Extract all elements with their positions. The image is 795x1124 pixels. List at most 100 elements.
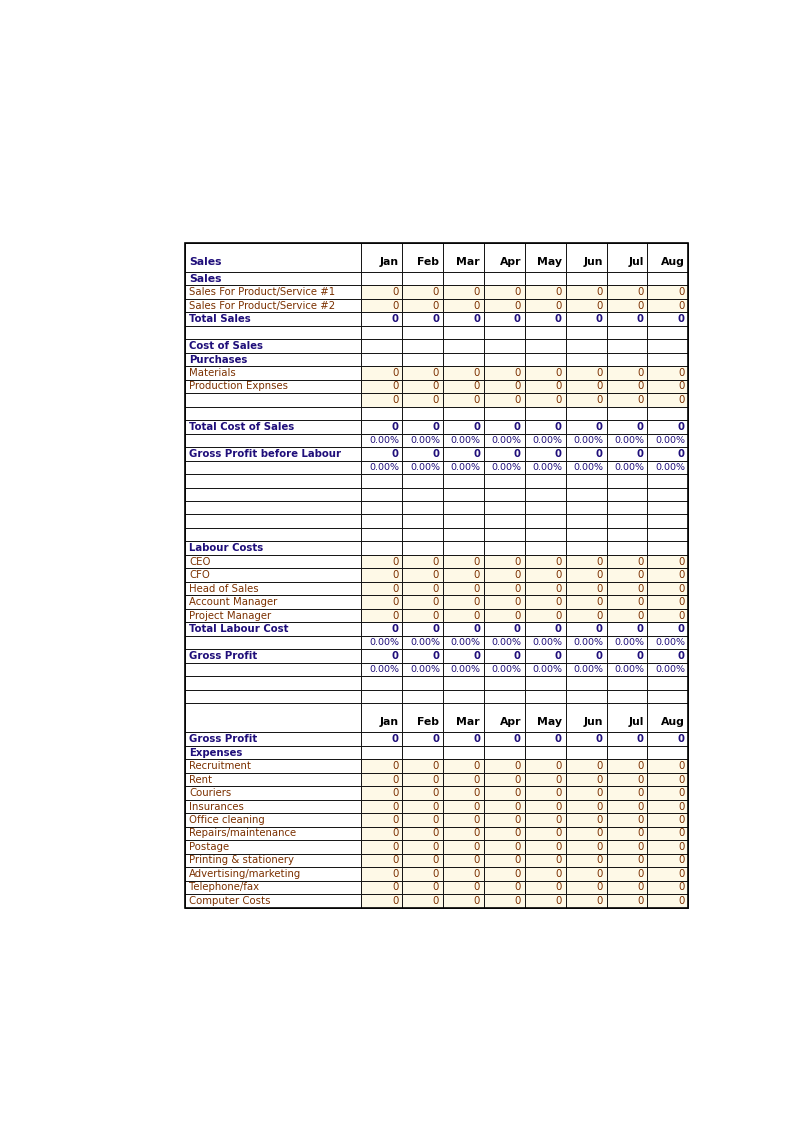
Text: Printing & stationery: Printing & stationery bbox=[189, 855, 294, 865]
Bar bbox=[484, 461, 525, 474]
Text: 0: 0 bbox=[432, 448, 439, 459]
Text: 0: 0 bbox=[678, 896, 684, 906]
Bar bbox=[184, 353, 361, 366]
Bar bbox=[525, 447, 566, 461]
Text: 0: 0 bbox=[432, 761, 439, 771]
Bar bbox=[607, 677, 647, 690]
Bar bbox=[361, 894, 402, 907]
Bar bbox=[607, 353, 647, 366]
Bar bbox=[361, 814, 402, 827]
Bar bbox=[484, 827, 525, 841]
Text: 0: 0 bbox=[392, 815, 398, 825]
Bar bbox=[184, 366, 361, 380]
Bar bbox=[607, 841, 647, 853]
Bar bbox=[361, 867, 402, 880]
Bar bbox=[566, 650, 607, 663]
Bar bbox=[566, 555, 607, 569]
Text: 0: 0 bbox=[556, 395, 562, 405]
Text: 0: 0 bbox=[473, 624, 480, 634]
Bar bbox=[525, 339, 566, 353]
Bar bbox=[443, 733, 484, 746]
Bar bbox=[443, 596, 484, 609]
Bar bbox=[647, 814, 688, 827]
Text: 0: 0 bbox=[678, 583, 684, 593]
Bar bbox=[566, 773, 607, 787]
Text: 0: 0 bbox=[514, 842, 521, 852]
Text: 0: 0 bbox=[391, 734, 398, 744]
Bar bbox=[566, 609, 607, 623]
Bar bbox=[361, 542, 402, 555]
Bar bbox=[402, 746, 443, 760]
Bar bbox=[484, 474, 525, 488]
Bar bbox=[184, 393, 361, 407]
Bar bbox=[647, 636, 688, 650]
Bar bbox=[525, 285, 566, 299]
Bar bbox=[361, 243, 402, 272]
Bar bbox=[607, 285, 647, 299]
Bar bbox=[484, 555, 525, 569]
Bar bbox=[184, 650, 361, 663]
Bar bbox=[402, 690, 443, 704]
Bar bbox=[361, 393, 402, 407]
Text: 0: 0 bbox=[638, 300, 644, 310]
Text: Sales For Product/Service #1: Sales For Product/Service #1 bbox=[189, 287, 335, 297]
Bar bbox=[184, 272, 361, 285]
Bar bbox=[443, 690, 484, 704]
Text: 0: 0 bbox=[474, 287, 480, 297]
Text: 0: 0 bbox=[392, 556, 398, 566]
Bar bbox=[184, 636, 361, 650]
Bar bbox=[566, 285, 607, 299]
Bar bbox=[607, 800, 647, 814]
Text: 0: 0 bbox=[392, 381, 398, 391]
Bar bbox=[361, 501, 402, 515]
Text: 0: 0 bbox=[556, 828, 562, 839]
Bar bbox=[443, 569, 484, 582]
Bar bbox=[607, 853, 647, 867]
Bar bbox=[402, 623, 443, 636]
Bar bbox=[525, 326, 566, 339]
Text: Insurances: Insurances bbox=[189, 801, 244, 812]
Bar bbox=[184, 773, 361, 787]
Bar bbox=[484, 663, 525, 677]
Bar bbox=[184, 380, 361, 393]
Bar bbox=[443, 407, 484, 420]
Bar bbox=[184, 596, 361, 609]
Bar bbox=[525, 853, 566, 867]
Bar bbox=[443, 542, 484, 555]
Bar bbox=[647, 272, 688, 285]
Bar bbox=[525, 760, 566, 773]
Bar bbox=[607, 787, 647, 800]
Text: 0: 0 bbox=[474, 300, 480, 310]
Bar bbox=[484, 420, 525, 434]
Text: 0: 0 bbox=[514, 815, 521, 825]
Text: Sales: Sales bbox=[189, 256, 222, 266]
Text: 0: 0 bbox=[555, 624, 562, 634]
Text: 0.00%: 0.00% bbox=[655, 638, 685, 647]
Text: 0: 0 bbox=[638, 855, 644, 865]
Text: 0.00%: 0.00% bbox=[451, 463, 481, 472]
Bar bbox=[361, 353, 402, 366]
Text: 0: 0 bbox=[392, 801, 398, 812]
Bar bbox=[443, 609, 484, 623]
Bar bbox=[361, 447, 402, 461]
Text: 0.00%: 0.00% bbox=[655, 463, 685, 472]
Bar bbox=[443, 339, 484, 353]
Bar bbox=[647, 542, 688, 555]
Bar bbox=[566, 787, 607, 800]
Bar bbox=[402, 880, 443, 894]
Bar bbox=[484, 853, 525, 867]
Bar bbox=[484, 366, 525, 380]
Text: 0: 0 bbox=[474, 761, 480, 771]
Text: 0: 0 bbox=[514, 896, 521, 906]
Bar bbox=[484, 380, 525, 393]
Text: 0: 0 bbox=[678, 287, 684, 297]
Bar bbox=[566, 582, 607, 596]
Bar bbox=[443, 827, 484, 841]
Text: 0: 0 bbox=[555, 314, 562, 324]
Bar bbox=[566, 704, 607, 733]
Bar bbox=[402, 733, 443, 746]
Text: 0: 0 bbox=[474, 801, 480, 812]
Bar bbox=[647, 894, 688, 907]
Bar bbox=[647, 299, 688, 312]
Text: 0: 0 bbox=[556, 801, 562, 812]
